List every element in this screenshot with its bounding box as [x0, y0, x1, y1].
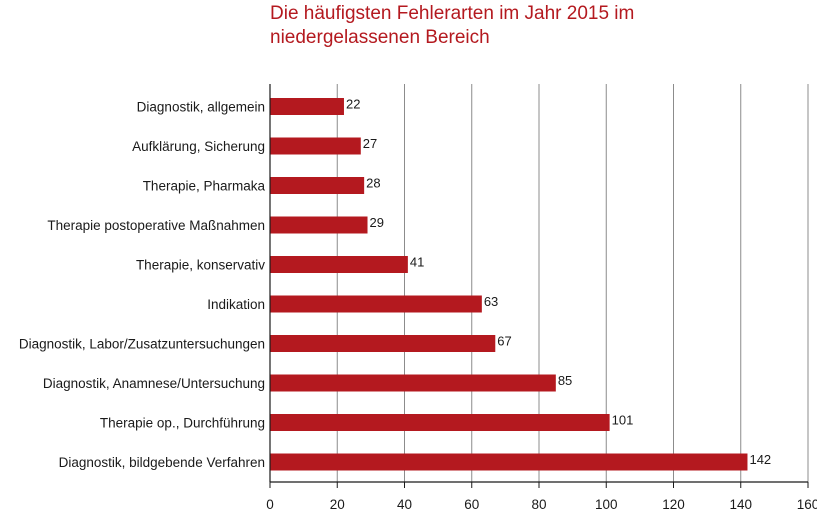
value-label: 29 — [370, 215, 384, 230]
chart-title: Die häufigsten Fehlerarten im Jahr 2015 … — [270, 2, 810, 50]
category-label: Indikation — [207, 297, 265, 312]
bar — [270, 295, 482, 313]
x-tick-label: 0 — [266, 497, 274, 512]
value-label: 85 — [558, 373, 572, 388]
category-label: Therapie, konservativ — [136, 258, 265, 273]
x-tick-label: 100 — [595, 497, 618, 512]
value-label: 142 — [749, 452, 771, 467]
category-label: Diagnostik, Anamnese/Untersuchung — [43, 376, 265, 391]
category-label: Diagnostik, Labor/Zusatzuntersuchungen — [19, 337, 265, 352]
x-tick-label: 140 — [729, 497, 752, 512]
bar — [270, 335, 496, 352]
value-label: 22 — [346, 97, 360, 112]
bar — [270, 137, 361, 155]
value-label: 27 — [363, 136, 377, 151]
category-label: Diagnostik, bildgebende Verfahren — [59, 455, 265, 470]
chart-title-line-1: Die häufigsten Fehlerarten im Jahr 2015 … — [270, 3, 635, 24]
bar — [270, 177, 365, 194]
category-label: Therapie op., Durchführung — [100, 416, 265, 431]
bar — [270, 374, 556, 392]
labels: 0 20 40 60 80 100 120 140 160 Diagnostik, allgeme… — [19, 97, 817, 513]
bars — [270, 98, 748, 471]
x-tick-label: 120 — [662, 497, 685, 512]
category-label: Aufklärung, Sicherung — [132, 139, 265, 154]
value-label: 41 — [410, 255, 424, 270]
bar — [270, 256, 408, 273]
category-label: Diagnostik, allgemein — [137, 100, 265, 115]
bar — [270, 216, 368, 234]
value-label: 101 — [612, 413, 634, 428]
bar — [270, 98, 344, 115]
x-tick-label: 80 — [531, 497, 546, 512]
value-label: 63 — [484, 294, 498, 309]
x-tick-label: 20 — [330, 497, 345, 512]
chart-title-line-2: niedergelassenen Bereich — [270, 27, 490, 48]
bar — [270, 453, 748, 471]
value-label: 28 — [366, 176, 380, 191]
value-label: 67 — [497, 334, 511, 349]
axes — [269, 84, 809, 488]
x-tick-label: 160 — [797, 497, 817, 512]
category-label: Therapie, Pharmaka — [143, 179, 266, 194]
x-tick-label: 60 — [464, 497, 479, 512]
bar — [270, 414, 610, 431]
x-tick-label: 40 — [397, 497, 412, 512]
category-label: Therapie postoperative Maßnahmen — [47, 218, 265, 233]
